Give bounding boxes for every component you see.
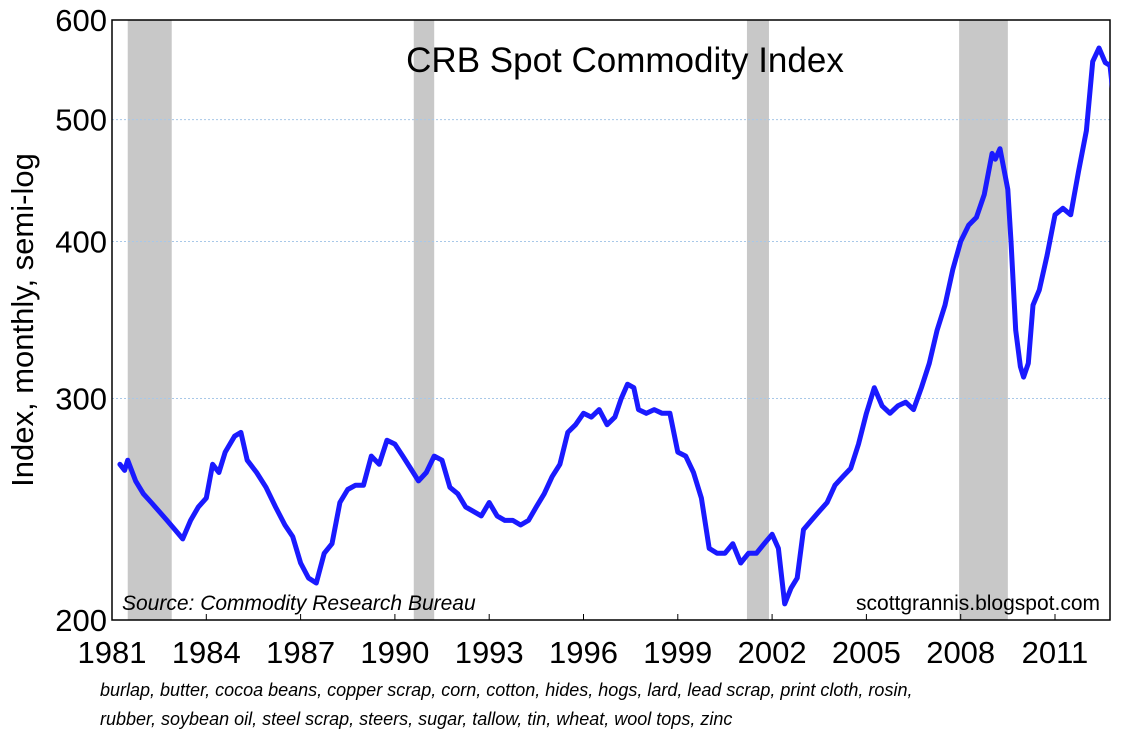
x-axis-tick-labels: 1981 1984 1987 1990 1993 1996 1999 2002 2005 2008… <box>78 614 1089 670</box>
commodity-list-line-2: rubber, soybean oil, steel scrap, steers… <box>100 709 733 729</box>
recession-band-2 <box>413 20 435 620</box>
recession-bands <box>127 20 1008 620</box>
series-line-1 <box>117 45 1110 607</box>
chart-canvas: 200 300 400 500 600 1981 1984 1987 1990 1993 1996… <box>5 3 1111 670</box>
y-axis-tick-labels: 200 300 400 500 600 <box>55 3 107 638</box>
y-tick-label-200: 200 <box>55 603 107 638</box>
x-tick-label-1996: 1996 <box>549 635 618 670</box>
plot-frame <box>111 19 1111 621</box>
recession-band-4 <box>959 20 1008 620</box>
y-tick-label-400: 400 <box>55 224 107 259</box>
x-tick-label-1990: 1990 <box>360 635 429 670</box>
x-tick-label-2011: 2011 <box>1022 635 1089 670</box>
x-tick-label-1999: 1999 <box>643 635 712 670</box>
series-line-layer <box>117 45 1110 607</box>
x-tick-label-1984: 1984 <box>172 635 241 670</box>
x-tick-label-1981: 1981 <box>78 635 147 670</box>
x-tick-label-2005: 2005 <box>832 635 901 670</box>
x-tick-label-2002: 2002 <box>738 635 807 670</box>
chart-title: CRB Spot Commodity Index <box>406 41 844 80</box>
x-tick-label-1993: 1993 <box>455 635 524 670</box>
y-tick-label-300: 300 <box>55 382 107 417</box>
recession-band-1 <box>127 20 172 620</box>
commodity-list-line-1: burlap, butter, cocoa beans, copper scra… <box>100 680 913 700</box>
y-tick-label-600: 600 <box>55 3 107 38</box>
y-axis-label: Index, monthly, semi-log <box>5 153 40 487</box>
recession-band-3 <box>746 20 769 620</box>
x-tick-label-2008: 2008 <box>926 635 995 670</box>
credit-annotation: scottgrannis.blogspot.com <box>856 592 1100 615</box>
x-tick-label-1987: 1987 <box>266 635 335 670</box>
y-tick-label-500: 500 <box>55 103 107 138</box>
source-annotation: Source: Commodity Research Bureau <box>122 592 476 615</box>
